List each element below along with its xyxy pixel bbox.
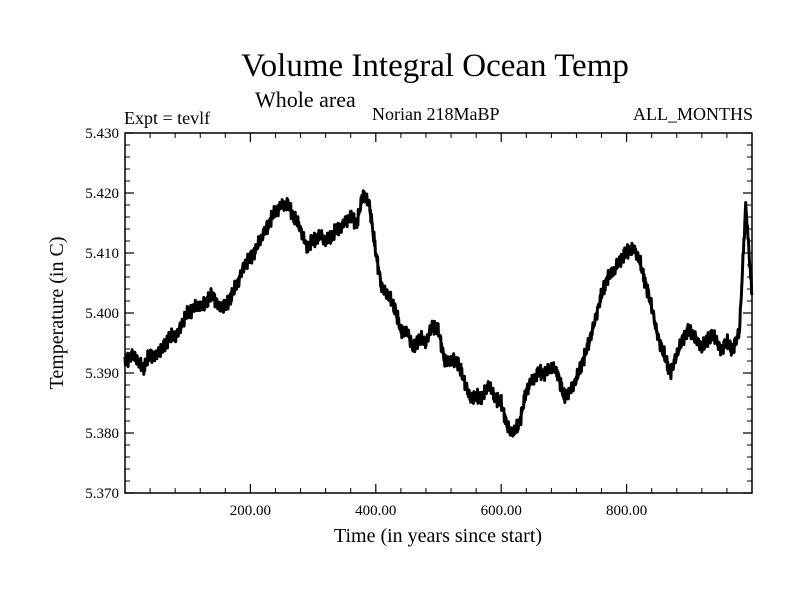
months-label: ALL_MONTHS — [633, 104, 753, 124]
period-label: Norian 218MaBP — [372, 104, 500, 124]
x-axis: 200.00 400.00 600.00 800.00 — [149, 133, 728, 519]
y-tick-label: 5.410 — [85, 246, 119, 262]
x-axis-title: Time (in years since start) — [334, 525, 542, 547]
x-tick-label: 200.00 — [230, 503, 271, 519]
x-tick-label: 600.00 — [481, 503, 522, 519]
y-tick-label: 5.420 — [85, 186, 119, 202]
x-tick-label: 800.00 — [606, 503, 647, 519]
y-axis-title: Temperature (in C) — [46, 237, 68, 390]
chart-subtitle: Whole area — [255, 87, 356, 112]
chart-title: Volume Integral Ocean Temp — [241, 48, 629, 84]
y-tick-label: 5.430 — [85, 126, 119, 142]
temperature-series-line — [123, 189, 754, 438]
y-axis: 5.370 5.380 5.390 5.400 5.410 5.420 5.430 — [85, 126, 752, 502]
plot-frame — [124, 132, 753, 494]
y-tick-label: 5.370 — [85, 486, 119, 502]
y-tick-label: 5.400 — [85, 306, 119, 322]
experiment-label: Expt = tevlf — [124, 108, 211, 128]
y-tick-label: 5.390 — [85, 366, 119, 382]
x-tick-label: 400.00 — [355, 503, 396, 519]
y-tick-label: 5.380 — [85, 426, 119, 442]
